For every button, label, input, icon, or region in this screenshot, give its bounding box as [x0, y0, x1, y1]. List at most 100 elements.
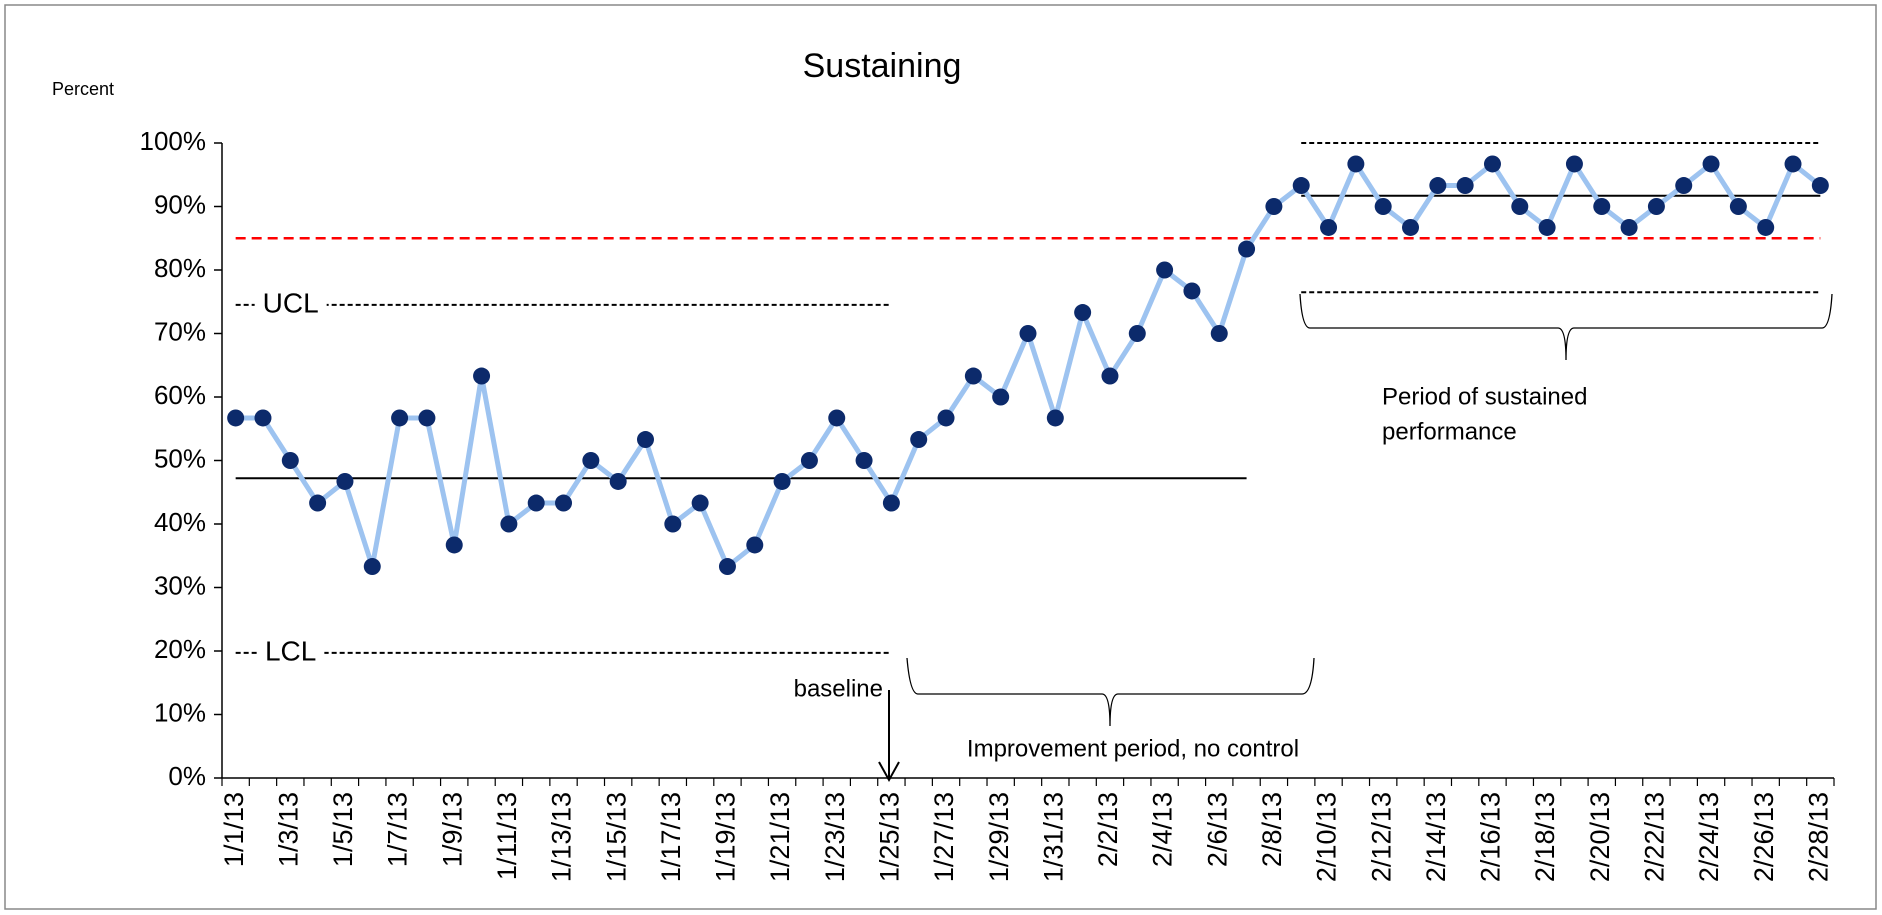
frame — [4, 4, 1877, 910]
data-point — [746, 536, 764, 554]
x-tick-label: 1/15/13 — [601, 792, 631, 882]
y-tick-label: 70% — [154, 316, 206, 346]
data-point — [309, 494, 327, 512]
data-point — [636, 431, 654, 449]
x-tick-label: 1/9/13 — [437, 792, 467, 867]
data-point — [1046, 409, 1064, 427]
data-point — [1647, 198, 1665, 215]
data-point — [1538, 218, 1556, 236]
data-point — [1128, 325, 1146, 342]
x-tick-label: 2/8/13 — [1257, 792, 1287, 867]
data-point — [336, 472, 354, 490]
data-point — [1729, 198, 1747, 215]
data-point — [1183, 282, 1201, 300]
label-background — [256, 635, 325, 667]
data-point — [1511, 198, 1529, 215]
data-point — [992, 388, 1010, 406]
x-tick-label: 2/4/13 — [1148, 792, 1178, 867]
label-background — [254, 287, 327, 319]
data-point — [1811, 177, 1829, 195]
data-point — [1238, 240, 1256, 258]
x-tick-label: 1/31/13 — [1038, 792, 1068, 882]
x-tick-label: 2/24/13 — [1694, 792, 1724, 882]
chart-title: Sustaining — [803, 47, 962, 85]
data-point — [910, 431, 928, 449]
brace — [1299, 293, 1833, 361]
data-point — [1620, 218, 1638, 236]
annotation: performance — [1382, 418, 1517, 445]
data-point — [254, 409, 272, 427]
x-tick-label: 2/14/13 — [1421, 792, 1451, 882]
data-point — [1019, 325, 1037, 342]
brace — [906, 657, 1315, 727]
data-point — [1757, 218, 1775, 236]
data-point — [1784, 155, 1802, 173]
x-tick-label: 1/11/13 — [492, 792, 522, 880]
data-point — [1320, 218, 1338, 236]
data-point — [1101, 367, 1119, 385]
data-point — [1074, 304, 1092, 322]
y-tick-label: 0% — [168, 761, 206, 791]
x-tick-label: 1/25/13 — [875, 792, 905, 882]
data-point — [527, 494, 545, 512]
data-point — [1702, 155, 1720, 173]
data-point — [964, 367, 982, 385]
data-point — [363, 558, 381, 576]
data-point — [1429, 177, 1447, 195]
y-tick-label: 10% — [154, 697, 206, 727]
y-tick-label: 20% — [154, 634, 206, 664]
x-tick-label: 1/17/13 — [656, 792, 686, 882]
x-tick-label: 1/3/13 — [273, 792, 303, 867]
x-tick-label: 2/12/13 — [1366, 792, 1396, 882]
data-point — [609, 472, 627, 490]
x-tick-label: 2/10/13 — [1312, 792, 1342, 882]
y-tick-label: 30% — [154, 570, 206, 600]
data-point — [1483, 155, 1501, 173]
annotation: baseline — [794, 675, 883, 702]
data-point — [445, 536, 463, 554]
y-tick-label: 50% — [154, 443, 206, 473]
y-tick-label: 60% — [154, 380, 206, 410]
y-tick-label: 100% — [140, 126, 207, 156]
data-point — [855, 452, 873, 469]
data-point — [418, 409, 436, 427]
data-point — [281, 452, 299, 469]
data-point — [1565, 155, 1583, 173]
data-point — [1675, 177, 1693, 195]
x-tick-label: 2/28/13 — [1803, 792, 1833, 882]
data-point — [882, 494, 900, 512]
y-tick-label: 40% — [154, 507, 206, 537]
x-tick-label: 2/26/13 — [1749, 792, 1779, 882]
data-point — [582, 452, 600, 469]
y-tick-label: 90% — [154, 189, 206, 219]
x-tick-label: 1/19/13 — [711, 792, 741, 882]
x-tick-label: 2/6/13 — [1202, 792, 1232, 867]
x-tick-label: 1/27/13 — [929, 792, 959, 882]
data-point — [1156, 261, 1174, 279]
x-tick-label: 2/2/13 — [1093, 792, 1123, 867]
data-point — [1374, 198, 1392, 215]
data-point — [828, 409, 846, 427]
x-tick-label: 2/20/13 — [1585, 792, 1615, 882]
data-point — [1402, 218, 1420, 236]
data-point — [664, 515, 682, 533]
x-tick-label: 1/29/13 — [984, 792, 1014, 882]
data-point — [800, 452, 818, 469]
data-point — [1456, 177, 1474, 195]
x-tick-label: 2/18/13 — [1530, 792, 1560, 882]
x-tick-label: 1/5/13 — [328, 792, 358, 867]
data-point — [1265, 198, 1283, 215]
annotation: Improvement period, no control — [967, 735, 1299, 762]
data-line — [235, 161, 1822, 570]
x-tick-label: 1/23/13 — [820, 792, 850, 882]
x-tick-label: 1/1/13 — [219, 792, 249, 867]
data-point — [1593, 198, 1611, 215]
data-point — [1292, 177, 1310, 195]
annotation: Period of sustained — [1382, 383, 1587, 410]
arrow-head — [878, 761, 900, 783]
reference-label: LCL — [265, 635, 316, 666]
data-point — [773, 472, 791, 490]
data-point — [227, 409, 245, 427]
reference-label: UCL — [263, 287, 319, 318]
